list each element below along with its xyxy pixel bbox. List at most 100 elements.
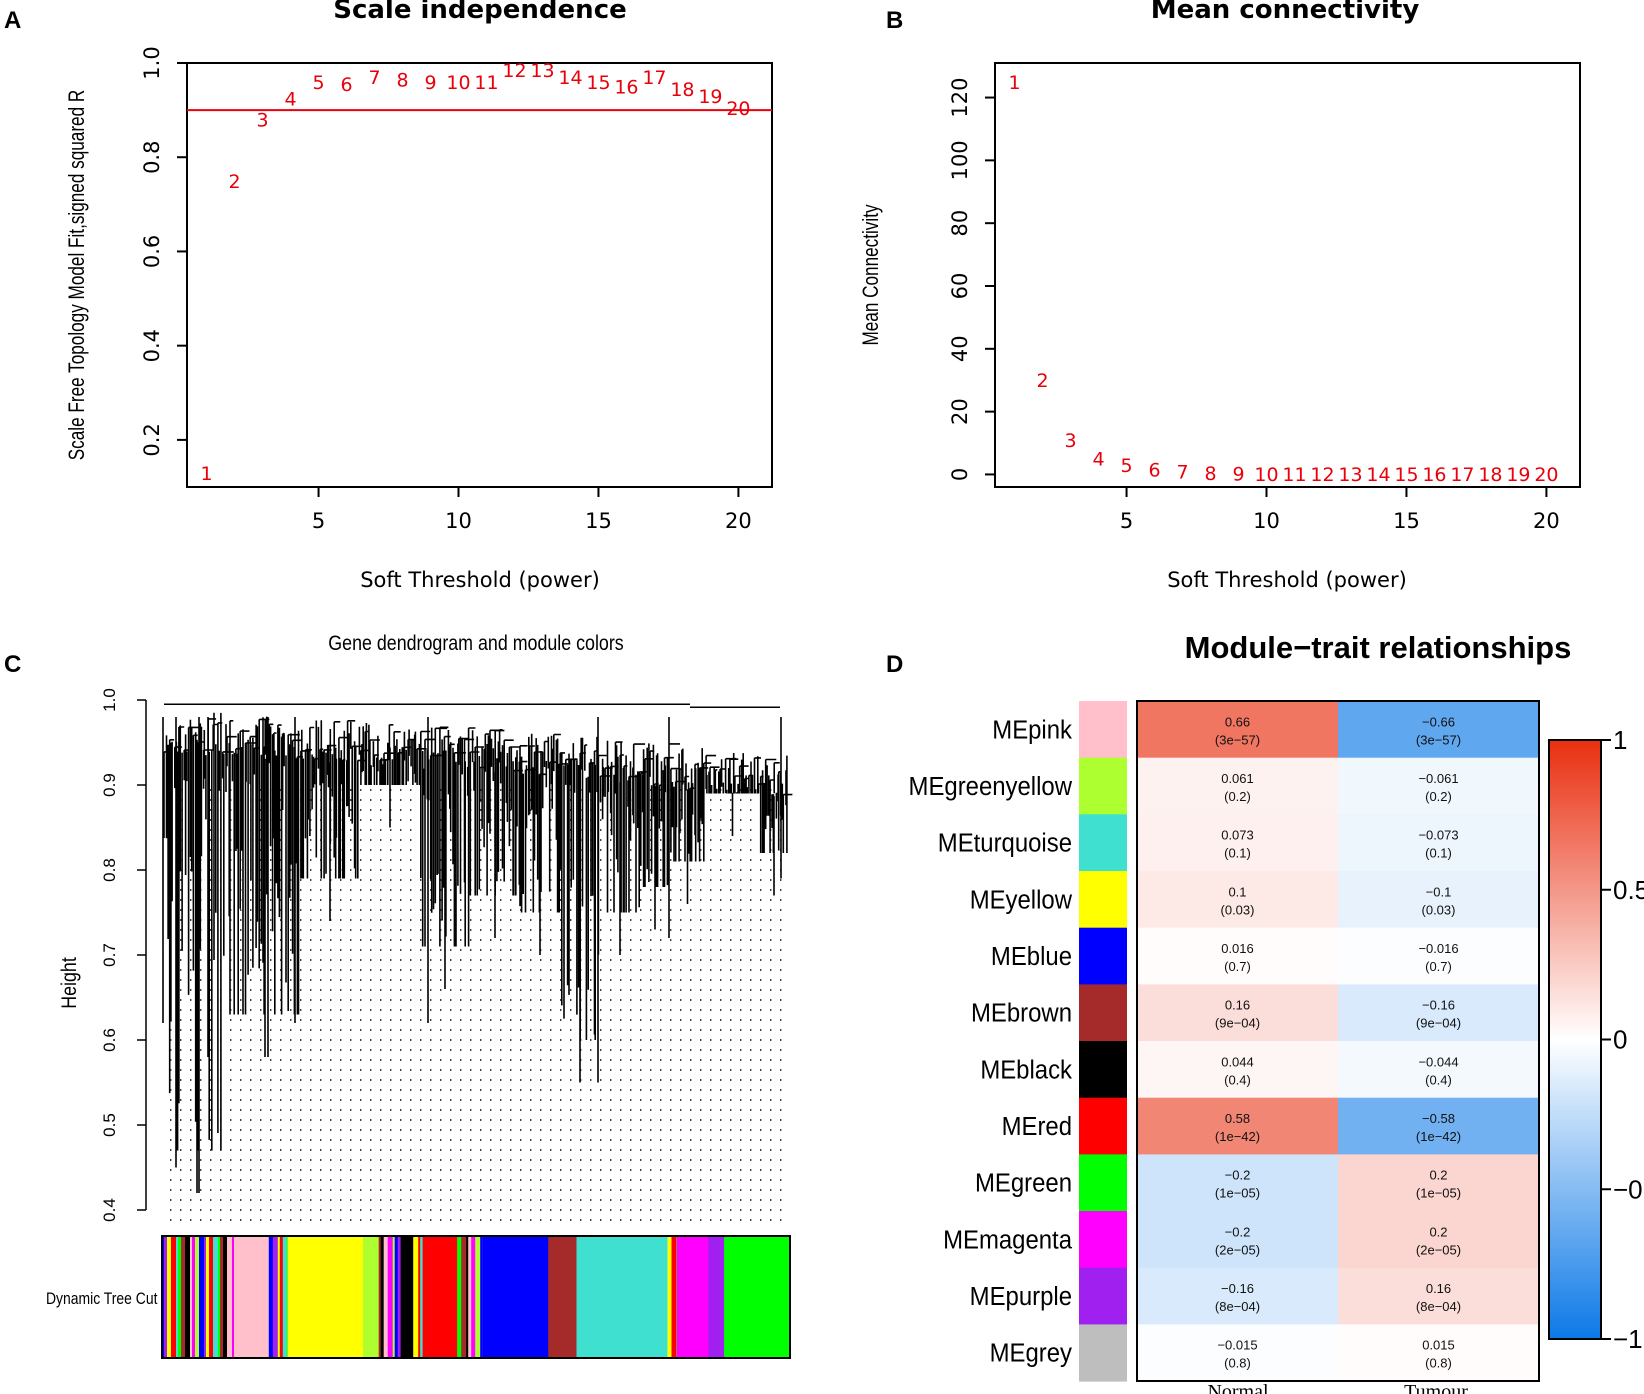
panel-c-color-stripe [206, 1236, 210, 1358]
panel-b-point-19: 19 [1506, 464, 1530, 486]
panel-a-x-axis-title: Soft Threshold (power) [360, 568, 600, 592]
cell-meturquoise-normal-value: 0.073 [1221, 828, 1254, 843]
cell-mepurple-tumour-value: 0.16 [1426, 1281, 1451, 1296]
panel-d-color-legend: 1 0.5 0 −0.5 −1 [1548, 725, 1644, 1354]
panel-c-color-stripe [190, 1236, 193, 1358]
cell-meblue-tumour-value: −0.016 [1418, 941, 1458, 956]
cell-meblack-normal-value: 0.044 [1221, 1054, 1254, 1069]
panel-c-color-stripe [383, 1236, 388, 1358]
panel-c-color-segment-turquoise [576, 1236, 668, 1358]
panel-c-color-segment-mixed [268, 1236, 288, 1358]
panel-a-y-tick-label-0.6: 0.6 [140, 235, 164, 268]
panel-d-column-label-normal: Normal [1207, 1381, 1269, 1394]
cell-megreen-tumour-pvalue: (1e−05) [1416, 1186, 1461, 1201]
cell-meyellow-normal [1137, 871, 1338, 929]
cell-memagenta-tumour [1338, 1211, 1539, 1269]
cell-megreenyellow-tumour-value: −0.061 [1418, 771, 1458, 786]
cell-memagenta-tumour-pvalue: (2e−05) [1416, 1242, 1461, 1257]
panel-b-point-14: 14 [1366, 464, 1390, 486]
cell-megreen-normal-pvalue: (1e−05) [1215, 1186, 1260, 1201]
panel-a-point-5: 5 [313, 72, 325, 94]
panel-a-point-1: 1 [201, 463, 213, 485]
panel-c-color-segment-blue [482, 1236, 549, 1358]
panel-b-y-tick-label-100: 100 [948, 140, 972, 180]
panel-c-dendrogram [162, 703, 793, 1193]
panel-c-color-segment-greenyellow [363, 1236, 379, 1358]
panel-c-color-stripe [394, 1236, 398, 1358]
panel-a-y-tick-label-1: 1.0 [140, 46, 164, 79]
panel-letter-c: C [4, 651, 21, 678]
panel-b: Mean connectivity 5 10 15 20020406080100120… [859, 0, 1581, 592]
panel-b-y-tick-label-80: 80 [948, 210, 972, 237]
panel-b-point-2: 2 [1037, 370, 1049, 392]
panel-c-color-stripe [195, 1236, 200, 1358]
cell-mepink-normal-value: 0.66 [1225, 714, 1250, 729]
cell-meturquoise-tumour-pvalue: (0.1) [1425, 846, 1452, 861]
panel-b-y-tick-label-120: 120 [948, 78, 972, 118]
panel-a-point-2: 2 [229, 171, 241, 193]
panel-c-color-stripe [178, 1236, 182, 1358]
panel-c-color-stripe [480, 1236, 483, 1358]
cell-mebrown-tumour-pvalue: (9e−04) [1416, 1016, 1461, 1031]
panel-c-color-stripe [204, 1236, 207, 1358]
panel-c-color-stripe [387, 1236, 393, 1358]
row-label-megrey: MEgrey [990, 1339, 1073, 1368]
panel-d-column-label-tumour: Tumour [1404, 1381, 1468, 1394]
panel-b-point-16: 16 [1422, 464, 1446, 486]
cell-meturquoise-normal [1137, 814, 1338, 872]
panel-c-color-stripe [199, 1236, 205, 1358]
cell-mepink-tumour-pvalue: (3e−57) [1416, 732, 1461, 747]
panel-b-point-9: 9 [1232, 463, 1244, 485]
cell-megreenyellow-normal-pvalue: (0.2) [1224, 789, 1251, 804]
panel-d-title: Module−trait relationships [1185, 630, 1572, 665]
cell-megreenyellow-normal [1137, 757, 1338, 815]
panel-c-color-stripe [227, 1236, 233, 1358]
cell-megrey-normal [1137, 1324, 1338, 1382]
cell-megreen-normal-value: −0.2 [1225, 1168, 1251, 1183]
swatch-memagenta [1079, 1211, 1127, 1269]
cell-mered-normal-pvalue: (1e−42) [1215, 1129, 1260, 1144]
panel-a-point-4: 4 [285, 88, 297, 110]
panel-c-color-stripe [378, 1236, 381, 1358]
panel-a-point-10: 10 [446, 72, 470, 94]
legend-tick-label-3: −0.5 [1613, 1174, 1644, 1204]
cell-meyellow-normal-pvalue: (0.03) [1221, 902, 1255, 917]
cell-mepurple-normal-pvalue: (8e−04) [1215, 1299, 1260, 1314]
panel-b-point-10: 10 [1254, 464, 1278, 486]
panel-a-point-12: 12 [502, 60, 526, 82]
cell-memagenta-normal-pvalue: (2e−05) [1215, 1242, 1260, 1257]
panel-c-color-stripe [213, 1236, 219, 1358]
panel-c-color-segment-brown [548, 1236, 577, 1358]
panel-b-x-tick-label-15: 15 [1393, 509, 1420, 533]
panel-c-color-segment-mixed [667, 1236, 678, 1358]
panel-a-point-6: 6 [340, 74, 352, 96]
swatch-mebrown [1079, 984, 1127, 1042]
panel-c-color-segment-mixed [162, 1236, 235, 1358]
cell-megrey-normal-pvalue: (0.8) [1224, 1356, 1251, 1371]
panel-c-color-segment-mixed [413, 1236, 423, 1358]
cell-mepurple-normal-value: −0.16 [1221, 1281, 1254, 1296]
panel-a-point-20: 20 [726, 98, 750, 120]
panel-a-x-tick-label-5: 5 [312, 509, 325, 533]
cell-megrey-tumour [1338, 1324, 1539, 1382]
cell-meyellow-tumour [1338, 871, 1539, 929]
swatch-mepink [1079, 701, 1127, 759]
panel-a-point-17: 17 [642, 67, 666, 89]
panel-b-point-12: 12 [1310, 464, 1334, 486]
cell-mebrown-normal [1137, 984, 1338, 1042]
panel-a-point-18: 18 [670, 79, 694, 101]
panel-c-color-stripe [164, 1236, 168, 1358]
panel-b-point-1: 1 [1009, 72, 1021, 94]
legend-tick-label-4: −1 [1613, 1324, 1643, 1354]
cell-meblack-normal [1137, 1041, 1338, 1099]
panel-a-point-13: 13 [530, 60, 554, 82]
legend-color-bar [1548, 739, 1602, 1340]
panel-c: Gene dendrogram and module colors 0.4 0.5… [46, 632, 793, 1359]
panel-d: Module−trait relationships 0.66 (3e−57) −0… [909, 630, 1644, 1394]
cell-meblue-normal [1137, 927, 1338, 985]
row-label-mebrown: MEbrown [971, 999, 1072, 1028]
cell-meblue-tumour-pvalue: (0.7) [1425, 959, 1452, 974]
panel-c-color-stripe [471, 1236, 476, 1358]
